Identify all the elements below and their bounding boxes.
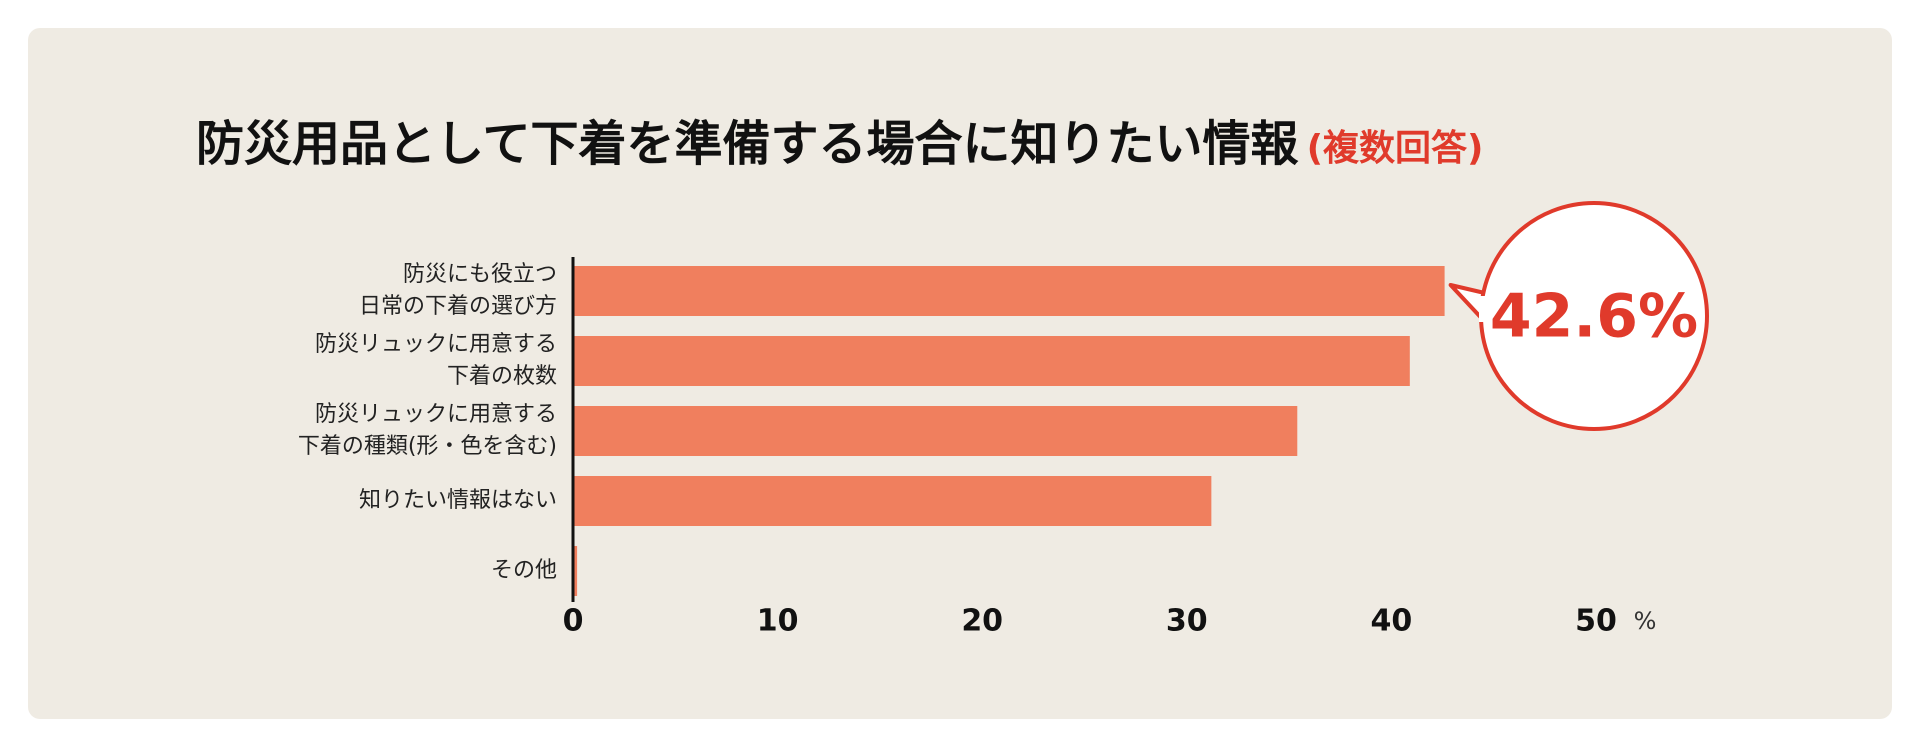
category-label: 日常の下着の選び方: [359, 294, 557, 319]
bar: [573, 406, 1298, 456]
category-label: 下着の種類(形・色を含む): [298, 434, 557, 459]
callout-patch: [1479, 296, 1491, 322]
x-tick-label: 20: [961, 604, 1003, 639]
category-label: その他: [491, 558, 557, 583]
category-label: 防災にも役立つ: [403, 262, 557, 287]
category-label: 防災リュックに用意する: [315, 332, 557, 357]
bar: [573, 476, 1212, 526]
category-label: 防災リュックに用意する: [315, 402, 557, 427]
x-tick-label: 40: [1371, 604, 1413, 639]
bar: [573, 266, 1445, 316]
bar: [573, 336, 1410, 386]
category-label: 知りたい情報はない: [359, 488, 557, 513]
value-label: 42.6%: [1490, 282, 1698, 352]
x-tick-label: 0: [563, 604, 584, 639]
x-tick-label: 30: [1166, 604, 1208, 639]
chart-subtitle: (複数回答): [1307, 128, 1484, 169]
x-tick-label: 10: [757, 604, 799, 639]
category-label: 下着の枚数: [447, 364, 557, 389]
x-unit: %: [1634, 607, 1657, 635]
chart-title: 防災用品として下着を準備する場合に知りたい情報: [196, 116, 1299, 172]
bar: [573, 546, 578, 596]
x-tick-label: 50: [1575, 604, 1617, 639]
